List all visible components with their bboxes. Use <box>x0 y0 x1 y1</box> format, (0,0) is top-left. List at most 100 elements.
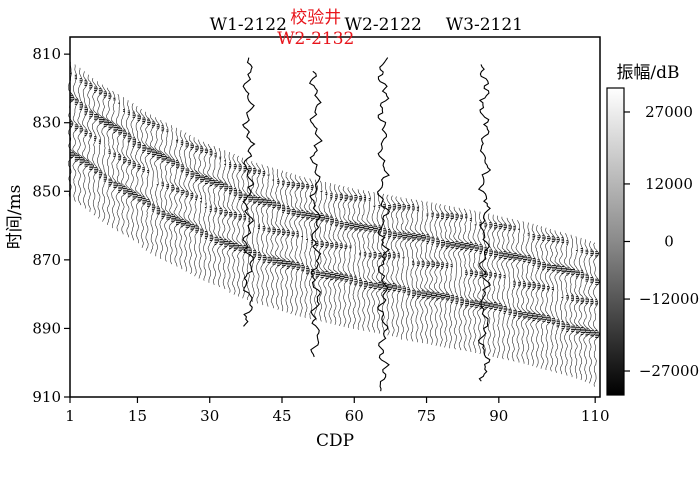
trace-wiggle <box>106 87 114 225</box>
x-tick-label: 90 <box>489 407 508 425</box>
colorbar-tick-label: 0 <box>664 233 674 251</box>
trace-wiggle <box>525 222 534 365</box>
trace-wiggle <box>486 213 495 356</box>
colorbar-tick-label: −27000 <box>639 362 699 380</box>
trace-fill <box>70 73 75 158</box>
trace-wiggle <box>86 74 95 212</box>
trace-wiggle <box>424 201 432 344</box>
trace-wiggle <box>491 214 499 358</box>
trace-wiggle <box>236 155 244 297</box>
y-tick-label: 870 <box>32 251 61 269</box>
trace-fill <box>233 164 239 251</box>
trace-wiggle <box>381 193 389 335</box>
trace-wiggle <box>260 164 269 306</box>
trace-wiggle <box>569 234 577 378</box>
trace-fill <box>84 79 90 167</box>
trace-wiggle <box>588 240 596 384</box>
trace-wiggle <box>183 132 191 272</box>
well-label: 校验井 <box>290 8 341 28</box>
trace-wiggle <box>265 165 273 307</box>
trace-wiggle <box>149 114 158 254</box>
trace-wiggle <box>409 199 418 342</box>
trace-fill <box>460 214 466 307</box>
trace-fill <box>185 141 191 228</box>
colorbar-tick-label: 27000 <box>645 103 693 121</box>
trace-fill <box>171 159 176 223</box>
trace-fill <box>214 152 220 245</box>
trace-fill <box>378 205 384 290</box>
trace-wiggle <box>125 100 134 238</box>
trace-wiggle <box>390 195 398 337</box>
trace-wiggle <box>72 64 81 202</box>
trace-wiggle <box>346 187 355 328</box>
trace-wiggle <box>540 226 547 369</box>
trace-wiggle <box>293 174 301 316</box>
well-label: W1-2122 <box>210 15 287 35</box>
trace-wiggle <box>438 204 446 347</box>
trace-fill <box>118 102 123 193</box>
trace-wiggle <box>120 97 129 235</box>
trace-wiggle <box>323 181 331 323</box>
colorbar <box>606 87 625 396</box>
trace-wiggle <box>337 185 345 326</box>
trace-wiggle <box>342 186 350 327</box>
trace-wiggle <box>564 233 572 376</box>
trace-wiggle <box>505 217 514 361</box>
trace-fill <box>508 224 514 315</box>
trace-wiggle <box>371 192 379 333</box>
trace-wiggle <box>477 211 485 355</box>
colorbar-tick-label: −12000 <box>639 290 699 308</box>
well-log-curve <box>242 57 256 327</box>
trace-wiggle <box>303 177 312 318</box>
trace-wiggle <box>173 127 182 267</box>
y-axis: 810 830 850 870 890 910 <box>32 45 70 406</box>
well-log-curve <box>477 64 492 382</box>
trace-wiggle <box>462 208 471 352</box>
x-tick-label: 110 <box>581 407 610 425</box>
trace-fill <box>566 240 572 332</box>
y-tick-label: 850 <box>32 182 61 200</box>
well-label: W3-2121 <box>446 15 523 35</box>
trace-wiggle <box>395 196 403 338</box>
trace-wiggle <box>578 237 587 381</box>
trace-wiggle <box>130 103 138 241</box>
x-axis-label: CDP <box>316 431 354 451</box>
trace-wiggle <box>217 148 225 288</box>
trace-fill <box>527 232 534 320</box>
x-axis: 1 15 30 45 60 75 90 110 <box>65 397 610 425</box>
trace-wiggle <box>414 199 422 343</box>
trace-wiggle <box>67 60 76 199</box>
trace-fill <box>335 194 340 282</box>
trace-wiggle <box>313 179 321 321</box>
trace-wiggle <box>135 105 143 244</box>
trace-wiggle <box>279 170 288 312</box>
trace-wiggle <box>573 236 582 379</box>
trace-wiggle <box>453 206 461 350</box>
trace-wiggle <box>357 189 365 330</box>
trace-wiggle <box>419 200 427 344</box>
trace-fill <box>590 249 596 337</box>
trace-wiggle <box>255 162 264 304</box>
well-label: W2-2132 <box>277 29 354 49</box>
x-tick-label: 15 <box>128 407 147 425</box>
trace-wiggle <box>472 210 481 353</box>
trace-fill <box>282 180 288 268</box>
y-tick-label: 810 <box>32 45 61 63</box>
trace-fill <box>561 237 567 331</box>
trace-wiggle <box>545 227 552 371</box>
well-log-curve <box>377 57 391 392</box>
trace-fill <box>354 195 360 286</box>
trace-fill <box>532 234 538 321</box>
trace-wiggle <box>92 77 99 216</box>
trace-fill <box>330 193 336 280</box>
trace-wiggle <box>511 218 519 362</box>
trace-wiggle <box>212 146 220 285</box>
trace-wiggle <box>168 125 177 265</box>
trace-wiggle <box>583 239 591 382</box>
trace-wiggle <box>385 194 393 336</box>
trace-wiggle <box>448 205 456 349</box>
trace-fill <box>320 191 326 278</box>
trace-fill <box>94 86 99 174</box>
trace-wiggle <box>270 167 278 309</box>
